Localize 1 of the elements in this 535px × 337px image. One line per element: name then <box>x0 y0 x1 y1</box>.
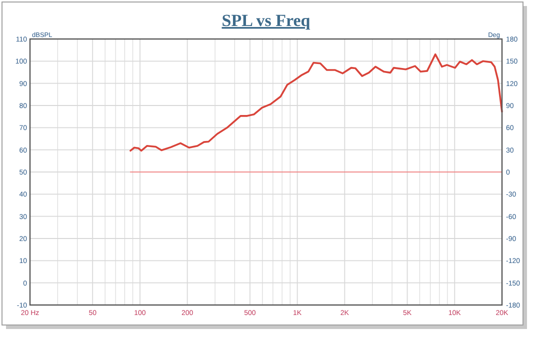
chart-title: SPL vs Freq <box>222 11 311 30</box>
